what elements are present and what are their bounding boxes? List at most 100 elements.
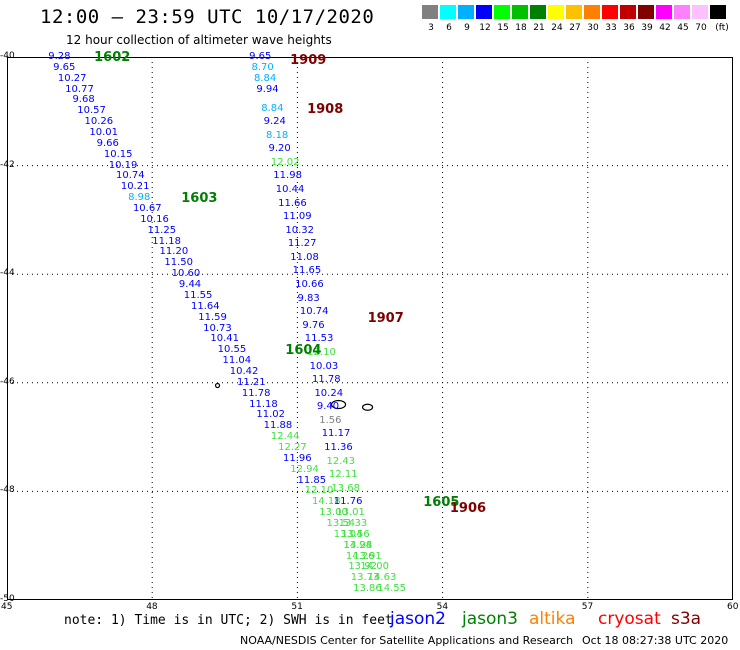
wave-height-value: 12.44 <box>270 431 300 443</box>
wave-height-value: 13.00 <box>319 507 348 519</box>
wave-height-value: 9.94 <box>256 83 279 95</box>
wave-height-value: 11.09 <box>282 211 312 223</box>
legend-label: 21 <box>533 23 545 33</box>
wave-height-value: 11.88 <box>263 420 293 432</box>
wave-height-value: 11.50 <box>164 257 194 269</box>
wave-height-value: 13.91 <box>353 550 382 562</box>
legend-swatch <box>602 5 618 19</box>
wave-height-value: 10.73 <box>203 322 232 334</box>
wave-height-value: 10.66 <box>295 279 324 291</box>
legend-label: 15 <box>497 23 509 33</box>
wave-height-value: 13.73 <box>350 572 380 584</box>
satellite-legend-jason2: jason2 <box>390 609 446 629</box>
wave-height-value: 10.77 <box>65 83 94 95</box>
wave-height-value: 9.65 <box>53 61 76 73</box>
legend-label: 3 <box>428 23 434 33</box>
wave-height-value: 11.96 <box>282 452 312 464</box>
legend-label: 9 <box>464 23 470 33</box>
legend-label: 12 <box>479 23 491 33</box>
lon-tick-label: 57 <box>581 602 594 612</box>
wave-height-value: 12.10 <box>307 346 336 358</box>
legend-label: 42 <box>659 23 671 33</box>
pass-number-label: 1907 <box>367 310 404 326</box>
credit-text: NOAA/NESDIS Center for Satellite Applica… <box>240 634 574 647</box>
wave-height-value: 11.20 <box>159 246 189 258</box>
wave-height-value: 12.43 <box>326 455 356 467</box>
wave-height-value: 13.54 <box>326 517 356 529</box>
pass-number-label: 1602 <box>94 50 131 65</box>
wave-height-value: 10.44 <box>275 184 305 196</box>
wave-height-value: 12.10 <box>304 485 334 497</box>
wave-height-value: 11.21 <box>237 376 266 388</box>
legend-swatch <box>656 5 672 19</box>
wave-height-value: 11.76 <box>333 496 363 508</box>
legend-swatch <box>476 5 492 19</box>
legend-swatch <box>512 5 528 19</box>
satellite-legend-cryosat: cryosat <box>598 609 661 629</box>
wave-height-value: 1.56 <box>319 414 342 426</box>
wave-height-value: 11.25 <box>147 224 177 236</box>
wave-height-value: 8.84 <box>261 102 284 114</box>
pass-number-label: 1605 <box>423 495 460 511</box>
wave-height-value: 10.01 <box>89 127 119 139</box>
island-outline <box>330 399 347 410</box>
map-plot-area: 9.28 9.65 10.27 10.77 9.68 10.57 10.26 10.01 9.6… <box>0 50 738 612</box>
wave-height-value: 13.94 <box>343 539 373 551</box>
legend-label: 36 <box>623 23 635 33</box>
wave-height-value: 11.04 <box>222 355 252 367</box>
wave-height-value: 13.33 <box>338 517 368 529</box>
wave-height-value: 10.16 <box>140 213 169 225</box>
wave-height-value: 10.21 <box>120 181 150 193</box>
wave-height-value: 11.36 <box>324 441 353 453</box>
wave-height-value: 9.66 <box>96 137 119 149</box>
wave-height-value: 9.76 <box>302 319 325 331</box>
wave-height-value: 11.53 <box>304 333 334 345</box>
wave-height-value: 9.24 <box>263 116 286 128</box>
wave-height-value: 11.17 <box>321 428 351 440</box>
wave-height-value: 10.57 <box>77 105 106 117</box>
wave-height-value: 10.74 <box>299 306 329 318</box>
map-frame <box>7 57 733 600</box>
pass-number-label: 1604 <box>285 343 322 359</box>
wave-height-value: 10.15 <box>103 148 133 160</box>
pass-number-label: 1909 <box>290 52 327 68</box>
lon-tick-label: 51 <box>291 602 303 612</box>
wave-height-value: 10.27 <box>57 72 87 84</box>
wave-height-value: 12.94 <box>290 463 319 475</box>
wave-height-value: 11.59 <box>198 311 227 323</box>
map-grid <box>7 57 733 600</box>
wave-height-value: 14.28 <box>343 539 373 551</box>
wave-height-value: 11.85 <box>297 474 327 486</box>
wave-height-value: 14.18 <box>312 496 341 508</box>
wave-height-value: 10.26 <box>84 116 114 128</box>
map-marks: 9.28 9.65 10.27 10.77 9.68 10.57 10.26 10.01 9.6… <box>7 50 733 600</box>
pass-number-label: 1908 <box>307 101 344 117</box>
wave-height-value: 10.42 <box>229 365 259 377</box>
wave-height-value: 8.98 <box>128 192 151 204</box>
wave-height-value: 10.03 <box>309 360 339 372</box>
wave-height-value: 13.92 <box>348 561 377 573</box>
pass-number-label: 1906 <box>449 500 487 516</box>
legend-swatch <box>458 5 474 19</box>
lat-tick-label: -50 <box>0 594 15 604</box>
wave-height-value: 13.01 <box>336 507 365 519</box>
page-subtitle: 12 hour collection of altimeter wave hei… <box>66 33 332 47</box>
legend-label: 39 <box>641 23 653 33</box>
legend-label: 6 <box>446 23 452 33</box>
legend-label: 70 <box>695 23 707 33</box>
wave-height-value: 11.78 <box>241 387 271 399</box>
legend-swatch <box>548 5 564 19</box>
wave-height-value: 11.64 <box>191 300 220 312</box>
satellite-legend-altika: altika <box>529 609 576 629</box>
wave-height-value: 14.26 <box>345 550 375 562</box>
legend-swatch <box>530 5 546 19</box>
legend-label: 24 <box>551 23 563 33</box>
wave-height-value: 11.18 <box>152 235 181 247</box>
island-outline <box>214 382 221 389</box>
legend-swatch <box>638 5 654 19</box>
lat-tick-label: -46 <box>0 376 15 387</box>
wave-height-value: 13.68 <box>331 482 361 494</box>
wave-height-value: 14.00 <box>360 561 390 573</box>
wave-height-value: 10.41 <box>210 333 240 345</box>
